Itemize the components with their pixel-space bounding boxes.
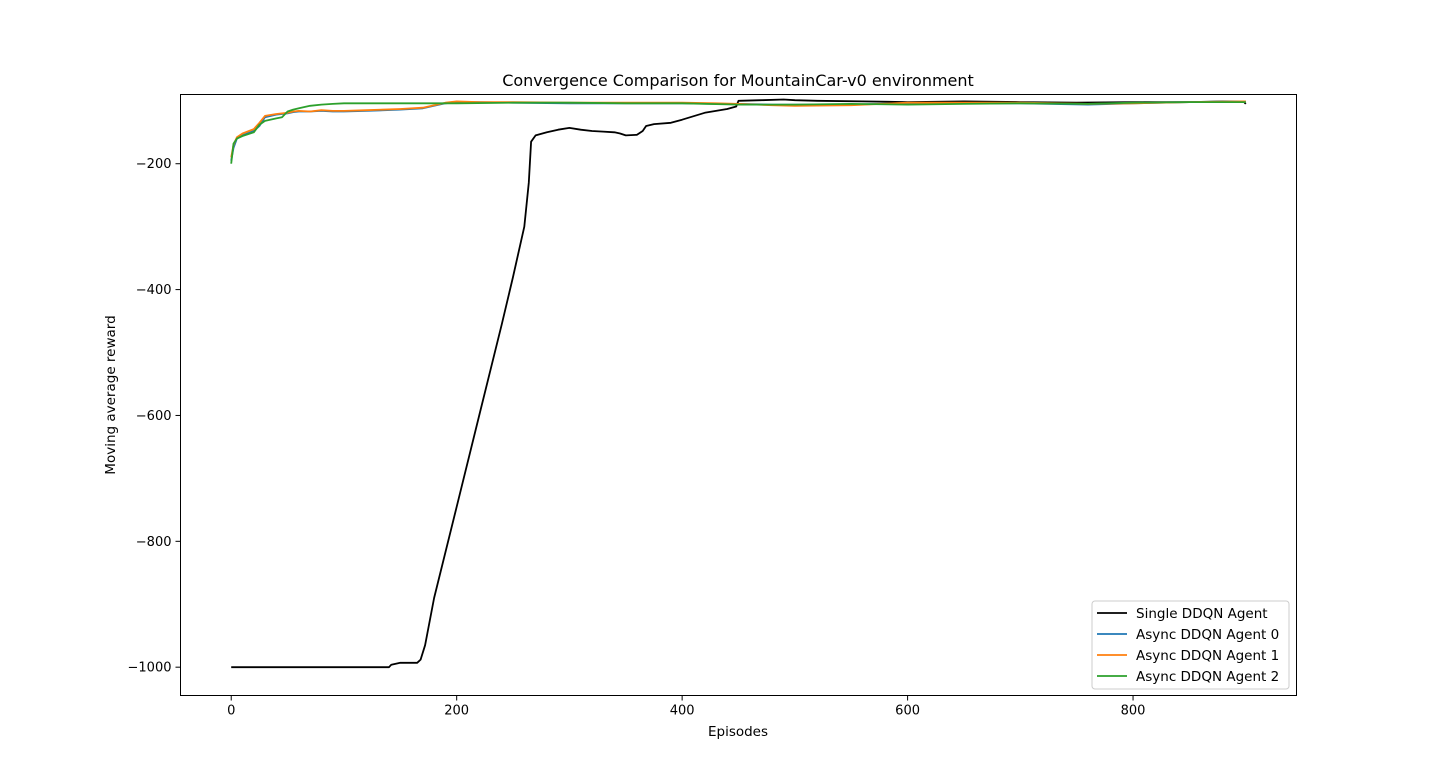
chart-title: Convergence Comparison for MountainCar-v… bbox=[502, 71, 974, 90]
plot-frame bbox=[180, 94, 1297, 696]
y-tick-label: −800 bbox=[136, 535, 172, 550]
y-tick-label: −600 bbox=[136, 409, 172, 424]
x-tick-label: 600 bbox=[895, 704, 920, 719]
x-tick-label: 0 bbox=[227, 704, 235, 719]
series-line-async-ddqn-agent-1 bbox=[230, 100, 1246, 158]
y-tick-label: −1000 bbox=[128, 661, 172, 676]
y-axis-ticks: −1000 −800 −600 −400 −200 bbox=[128, 157, 181, 676]
x-tick-label: 800 bbox=[1121, 704, 1146, 719]
series-line-async-ddqn-agent-2 bbox=[230, 101, 1246, 164]
series-line-single-ddqn-agent bbox=[231, 98, 1247, 669]
y-tick-label: −200 bbox=[136, 157, 172, 172]
x-tick-label: 200 bbox=[444, 704, 469, 719]
x-tick-label: 400 bbox=[670, 704, 695, 719]
y-axis-label: Moving average reward bbox=[103, 315, 119, 474]
plot-area bbox=[230, 98, 1247, 669]
x-axis-ticks: 0 200 400 600 800 bbox=[227, 695, 1146, 719]
y-tick-label: −400 bbox=[136, 283, 172, 298]
legend-entry-label: Async DDQN Agent 0 bbox=[1136, 627, 1279, 643]
legend: Single DDQN Agent Async DDQN Agent 0 Async… bbox=[1091, 600, 1290, 690]
x-axis-label: Episodes bbox=[708, 724, 768, 740]
legend-entry-label: Async DDQN Agent 1 bbox=[1136, 648, 1279, 664]
legend-box bbox=[1091, 600, 1290, 690]
legend-entry-label: Async DDQN Agent 2 bbox=[1136, 669, 1279, 685]
legend-entry-label: Single DDQN Agent bbox=[1136, 606, 1268, 622]
